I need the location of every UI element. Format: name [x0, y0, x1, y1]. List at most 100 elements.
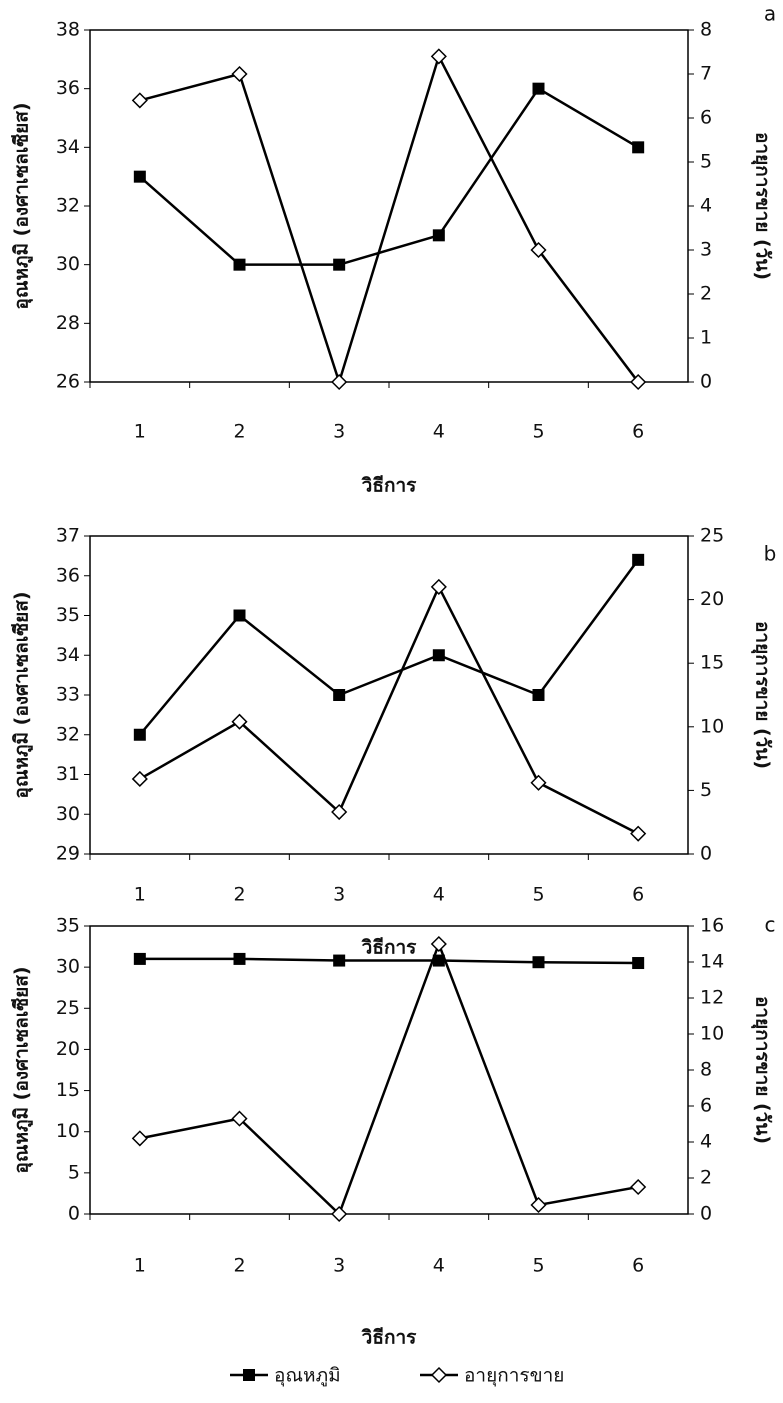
- y-tick-label: 5: [68, 1161, 80, 1183]
- y2-axis-title: อายุการขาย (วัน): [751, 621, 774, 769]
- y-tick-label: 36: [56, 564, 80, 586]
- y2-tick-label: 0: [700, 1203, 712, 1225]
- y-tick-label: 30: [56, 253, 80, 275]
- y2-tick-label: 6: [700, 1095, 712, 1117]
- x-tick-label: 2: [233, 884, 245, 906]
- y2-tick-label: 2: [700, 1167, 712, 1189]
- y2-tick-label: 6: [700, 107, 712, 129]
- data-point: [630, 373, 647, 391]
- x-tick-label: 6: [632, 884, 644, 906]
- data-point: [530, 1196, 547, 1214]
- data-point: [233, 609, 246, 622]
- data-point: [632, 957, 645, 970]
- x-tick-label: 5: [532, 884, 544, 906]
- y-tick-label: 30: [56, 803, 80, 825]
- series-line: [139, 86, 639, 266]
- y-tick-label: 33: [56, 684, 80, 706]
- y-tick-label: 30: [56, 956, 80, 978]
- panel-letter: a: [764, 2, 776, 26]
- x-axis-title: วิธีการ: [361, 1327, 417, 1349]
- y2-tick-label: 4: [700, 195, 712, 217]
- y2-tick-label: 5: [700, 779, 712, 801]
- plot-frame: [89, 535, 689, 855]
- panel-letter: c: [765, 913, 776, 937]
- y2-tick-label: 0: [700, 843, 712, 865]
- x-tick-label: 6: [632, 421, 644, 443]
- y-axis-title: อุณหภูมิ (องศาเซลเซียส): [11, 591, 34, 798]
- y2-tick-label: 10: [700, 715, 724, 737]
- legend-label: อุณหภูมิ: [274, 1365, 341, 1388]
- data-point: [131, 1130, 148, 1147]
- data-point: [231, 1110, 248, 1127]
- y-tick-label: 34: [56, 644, 80, 666]
- data-point: [532, 689, 545, 701]
- y2-tick-label: 2: [700, 283, 712, 305]
- data-point: [333, 689, 346, 701]
- data-point: [630, 1178, 647, 1196]
- data-point: [131, 92, 148, 109]
- data-point: [331, 803, 348, 821]
- legend-marker: [430, 1366, 448, 1384]
- x-tick-label: 3: [333, 884, 345, 906]
- x-tick-label: 3: [333, 421, 345, 443]
- y2-tick-label: 8: [700, 19, 712, 41]
- series-line: [139, 957, 639, 965]
- data-point: [430, 578, 447, 595]
- y2-axis-title: อายุการขาย (วัน): [751, 132, 774, 280]
- y-tick-label: 10: [56, 1120, 80, 1142]
- x-tick-label: 5: [532, 1255, 544, 1277]
- x-tick-label: 2: [233, 421, 245, 443]
- y2-tick-label: 10: [700, 1023, 724, 1045]
- y-tick-label: 28: [56, 312, 80, 334]
- legend-marker: [243, 1369, 255, 1381]
- series-line: [139, 583, 639, 835]
- x-tick-label: 6: [632, 1255, 644, 1277]
- y-tick-label: 26: [56, 371, 80, 393]
- data-point: [632, 553, 645, 566]
- series-line: [138, 559, 640, 736]
- data-point: [530, 774, 547, 791]
- data-point: [432, 649, 445, 662]
- y-tick-label: 35: [56, 604, 80, 626]
- y2-tick-label: 25: [700, 525, 724, 547]
- x-axis-title: วิธีการ: [361, 937, 417, 959]
- y-axis-title: อุณหภูมิ (องศาเซลเซียส): [11, 102, 34, 309]
- y2-tick-label: 8: [700, 1059, 712, 1081]
- y2-tick-label: 16: [700, 915, 724, 937]
- series-line: [139, 53, 640, 387]
- y2-tick-label: 7: [700, 63, 712, 85]
- data-point: [233, 952, 246, 965]
- y-tick-label: 31: [56, 763, 80, 785]
- x-tick-label: 5: [532, 421, 544, 443]
- y-tick-label: 37: [56, 525, 80, 547]
- y-tick-label: 35: [56, 915, 80, 937]
- panel-letter: b: [764, 542, 777, 566]
- data-point: [430, 935, 447, 953]
- data-point: [133, 728, 146, 741]
- y2-tick-label: 5: [700, 151, 712, 173]
- y-tick-label: 0: [68, 1203, 80, 1225]
- x-tick-label: 3: [333, 1255, 345, 1277]
- data-point: [532, 82, 545, 95]
- y-tick-label: 32: [56, 195, 80, 217]
- y-tick-label: 25: [56, 997, 80, 1019]
- y-tick-label: 38: [56, 19, 80, 41]
- data-point: [131, 770, 148, 788]
- y-tick-label: 29: [56, 843, 80, 865]
- legend: อุณหภูมิ อายุการขาย: [230, 1365, 564, 1388]
- y-tick-label: 20: [56, 1038, 80, 1060]
- plot-frame: [89, 925, 689, 1215]
- data-point: [133, 170, 146, 183]
- data-point: [632, 141, 645, 154]
- y2-tick-label: 14: [700, 951, 724, 973]
- y2-axis-title: อายุการขาย (วัน): [751, 996, 774, 1144]
- y2-tick-label: 15: [700, 652, 724, 674]
- x-axis-title: วิธีการ: [361, 475, 417, 497]
- data-point: [630, 825, 647, 842]
- data-point: [231, 713, 248, 730]
- y-tick-label: 15: [56, 1079, 80, 1101]
- data-point: [532, 956, 545, 969]
